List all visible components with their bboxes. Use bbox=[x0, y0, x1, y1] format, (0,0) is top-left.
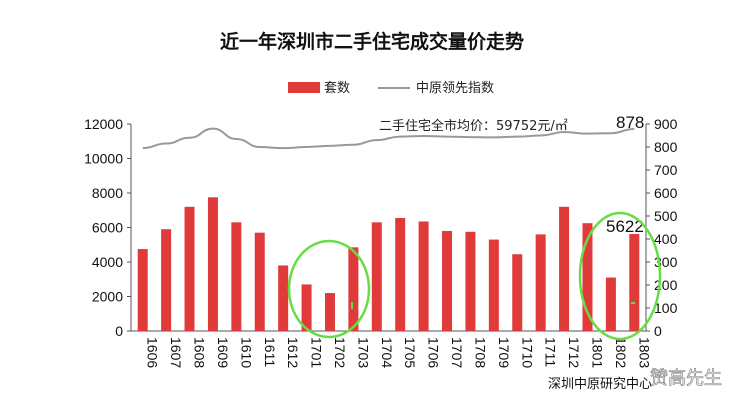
bar-1802 bbox=[605, 277, 616, 331]
x-tick-label: 1611 bbox=[262, 337, 278, 367]
bar-1609 bbox=[207, 197, 218, 331]
highlight-circle-1803 bbox=[578, 211, 662, 341]
y-tick-label-right: 500 bbox=[654, 208, 678, 224]
bars bbox=[137, 197, 640, 331]
x-tick-label: 1706 bbox=[426, 337, 442, 368]
legend: 套数 中原领先指数 bbox=[288, 80, 494, 96]
x-tick-label: 1705 bbox=[402, 337, 418, 368]
y-tick-label-left: 8000 bbox=[92, 185, 123, 201]
y-tick-label-right: 800 bbox=[654, 139, 678, 155]
y-tick-label-right: 200 bbox=[654, 277, 678, 293]
x-tick-label: 1707 bbox=[449, 337, 465, 368]
bar-1708 bbox=[465, 231, 476, 331]
x-tick-label: 1711 bbox=[543, 337, 559, 367]
bar-1709 bbox=[488, 239, 499, 331]
bar-1702 bbox=[324, 293, 335, 331]
x-tick-label: 1702 bbox=[332, 337, 348, 368]
chart-title: 近一年深圳市二手住宅成交量价走势 bbox=[220, 30, 524, 53]
bar-1608 bbox=[184, 206, 195, 331]
x-tick-label: 1703 bbox=[355, 337, 371, 368]
y-tick-label-right: 400 bbox=[654, 231, 678, 247]
y-tick-label-right: 600 bbox=[654, 185, 678, 201]
x-tick-label: 1701 bbox=[309, 337, 325, 368]
x-tick-label: 1710 bbox=[519, 337, 535, 368]
x-tick-label: 1803 bbox=[636, 337, 652, 368]
x-tick-label: 1609 bbox=[215, 337, 231, 368]
bar-1711 bbox=[535, 234, 546, 331]
x-tick-label: 1606 bbox=[145, 337, 161, 368]
bar-1710 bbox=[512, 254, 523, 331]
bar-1803 bbox=[629, 234, 640, 331]
y-tick-label-left: 10000 bbox=[84, 151, 123, 167]
last-index-label: 878 bbox=[616, 113, 644, 132]
index-line-path bbox=[142, 127, 635, 150]
bar-1801 bbox=[582, 223, 593, 331]
y-tick-label-left: 12000 bbox=[84, 116, 123, 132]
bar-1607 bbox=[161, 229, 172, 331]
bar-1707 bbox=[442, 230, 453, 331]
x-tick-label: 1608 bbox=[192, 337, 208, 368]
x-tick-label: 1607 bbox=[168, 337, 184, 368]
y-tick-label-left: 2000 bbox=[92, 289, 123, 305]
x-tick-label: 1708 bbox=[472, 337, 488, 368]
x-tick-label: 1610 bbox=[238, 337, 254, 368]
axes bbox=[127, 123, 650, 332]
x-tick-label: 1709 bbox=[496, 337, 512, 368]
avg-price-annotation: 二手住宅全市均价：59752元/㎡ bbox=[379, 118, 568, 134]
bar-1704 bbox=[371, 222, 382, 331]
y-tick-label-right: 700 bbox=[654, 162, 678, 178]
legend-label-bars: 套数 bbox=[324, 80, 350, 96]
source-label: 深圳中原研究中心 bbox=[548, 377, 652, 392]
x-tick-label: 1801 bbox=[589, 337, 605, 368]
bar-1606 bbox=[137, 249, 148, 331]
bar-1705 bbox=[395, 218, 406, 331]
legend-swatch-bars bbox=[288, 82, 320, 93]
x-tick-label: 1712 bbox=[566, 337, 582, 368]
bar-1612 bbox=[278, 265, 289, 331]
x-tick-label: 1802 bbox=[613, 337, 629, 368]
bar-1703 bbox=[348, 247, 359, 331]
highlight-circle-1702 bbox=[287, 239, 371, 339]
x-tick-label: 1612 bbox=[285, 337, 301, 368]
y-tick-label-right: 100 bbox=[654, 300, 678, 316]
bar-1610 bbox=[231, 222, 242, 331]
x-tick-label: 1704 bbox=[379, 337, 395, 368]
last-volume-label: 5622 bbox=[606, 217, 644, 236]
y-tick-label-right: 0 bbox=[654, 323, 662, 339]
index-line bbox=[142, 127, 635, 150]
watermark: 赞高先生 bbox=[650, 368, 722, 389]
y-tick-label-right: 900 bbox=[654, 116, 678, 132]
y-tick-label-left: 4000 bbox=[92, 254, 123, 270]
bar-1701 bbox=[301, 284, 312, 331]
bar-1712 bbox=[559, 206, 570, 331]
legend-label-line: 中原领先指数 bbox=[416, 81, 494, 96]
bar-1706 bbox=[418, 221, 429, 331]
y-tick-label-left: 6000 bbox=[92, 220, 123, 236]
bar-1611 bbox=[254, 232, 265, 331]
y-tick-label-left: 0 bbox=[115, 323, 123, 339]
